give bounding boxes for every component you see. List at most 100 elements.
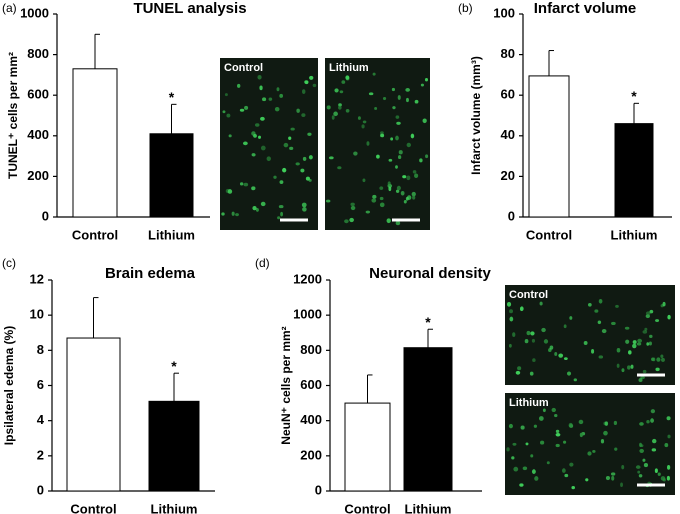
cell <box>531 469 536 474</box>
cell <box>616 348 621 353</box>
cell <box>662 301 666 307</box>
cell <box>260 116 265 121</box>
micrograph: Lithium <box>505 393 675 495</box>
cell <box>526 330 531 336</box>
y-tick-label: 400 <box>300 412 322 427</box>
cell <box>569 462 574 467</box>
x-tick-label: Lithium <box>611 227 658 242</box>
y-tick-label: 0 <box>315 482 322 497</box>
cell <box>251 153 256 157</box>
cell <box>251 186 256 191</box>
cell <box>386 218 391 224</box>
cell <box>651 448 657 452</box>
cell <box>221 212 225 216</box>
cell <box>309 75 314 80</box>
panel-label: (a) <box>2 1 17 15</box>
cell <box>509 316 514 322</box>
y-tick-label: 1000 <box>20 5 49 20</box>
cell <box>564 473 569 478</box>
cell <box>529 371 534 376</box>
cell <box>597 320 602 325</box>
cell <box>563 324 567 329</box>
cell <box>598 355 604 359</box>
cell <box>279 180 284 184</box>
cell <box>512 332 516 337</box>
cell <box>405 196 409 201</box>
cell <box>642 330 648 334</box>
cell <box>237 83 241 88</box>
cell <box>660 354 664 359</box>
micrograph-label: Control <box>224 62 263 74</box>
cell <box>573 378 577 382</box>
cell <box>387 181 391 186</box>
cell <box>661 357 665 362</box>
cell <box>338 105 342 110</box>
cell <box>616 363 620 368</box>
cell <box>424 77 428 82</box>
cell <box>392 106 396 110</box>
cell <box>398 150 403 155</box>
cell <box>637 470 641 474</box>
y-tick-label: 8 <box>37 342 44 357</box>
cell <box>652 357 656 362</box>
cell <box>403 200 407 204</box>
y-tick-label: 60 <box>501 87 515 102</box>
cell <box>411 191 416 197</box>
cell <box>380 131 384 135</box>
cell <box>262 97 267 102</box>
cell <box>568 422 573 428</box>
cell <box>530 454 534 458</box>
cell <box>512 442 517 446</box>
cell <box>604 421 609 426</box>
cell <box>388 158 393 162</box>
cell <box>379 202 385 208</box>
cell <box>646 420 650 424</box>
cell <box>308 155 313 160</box>
cell <box>235 213 239 217</box>
cell <box>301 202 307 208</box>
cell <box>365 210 371 214</box>
cell <box>530 331 535 336</box>
cell <box>506 301 512 307</box>
y-tick-label: 200 <box>27 168 49 183</box>
cell <box>266 156 271 162</box>
cell <box>532 358 536 363</box>
cell <box>520 425 525 430</box>
cell <box>598 298 603 304</box>
cell <box>374 107 378 110</box>
cell <box>644 327 648 331</box>
cell <box>579 432 583 438</box>
cell <box>639 442 642 448</box>
cell <box>414 173 419 178</box>
cell <box>402 175 407 179</box>
y-tick-label: 1200 <box>293 271 322 286</box>
bar <box>72 68 118 218</box>
cell <box>302 156 307 161</box>
cell <box>571 486 575 490</box>
cell <box>350 202 355 207</box>
cell <box>594 309 599 313</box>
cell <box>257 74 262 80</box>
cell <box>614 447 618 451</box>
cell <box>664 443 669 448</box>
cell <box>513 466 519 472</box>
chart-title: Infarct volume <box>534 0 637 17</box>
cell <box>222 110 226 114</box>
cell <box>331 115 335 120</box>
cell <box>648 341 652 346</box>
x-tick-label: Control <box>344 501 390 514</box>
cell <box>508 423 513 429</box>
cell <box>666 464 671 470</box>
cell <box>406 142 411 148</box>
y-tick-label: 0 <box>508 208 515 223</box>
micrograph-label: Lithium <box>329 62 369 74</box>
micrograph: Lithium <box>325 58 430 230</box>
cell <box>226 113 231 118</box>
cell <box>554 413 558 418</box>
cell <box>611 321 616 326</box>
cell <box>362 178 366 183</box>
cell <box>533 424 537 428</box>
y-tick-label: 400 <box>27 127 49 142</box>
cell <box>554 351 558 356</box>
